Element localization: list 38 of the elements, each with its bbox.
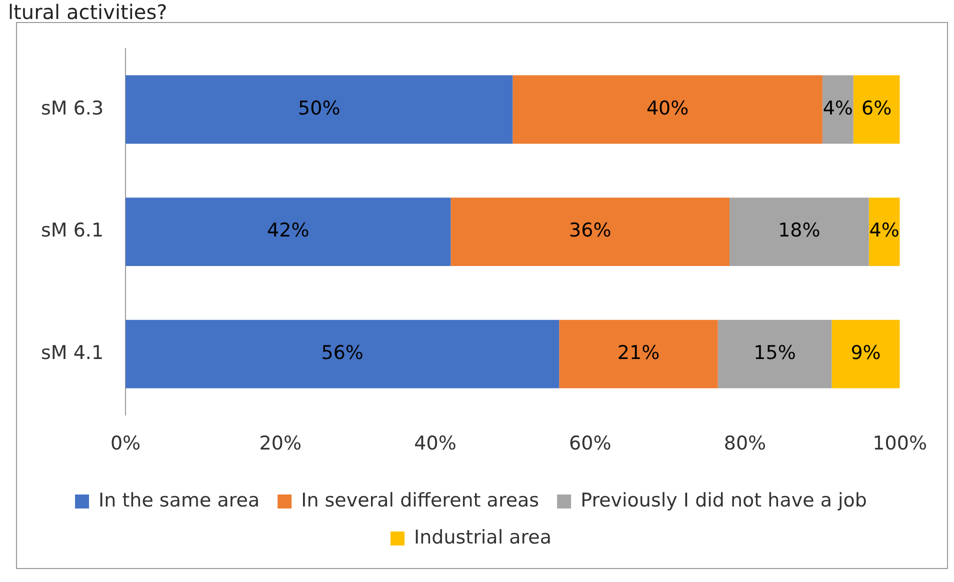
legend-label: Previously I did not have a job <box>580 489 867 512</box>
data-label: 21% <box>617 342 660 364</box>
y-tick-label: sM 6.3 <box>40 97 104 120</box>
chart-title: ltural activities? <box>8 0 168 24</box>
bar <box>832 320 900 388</box>
bar <box>822 75 854 144</box>
bar <box>853 75 900 144</box>
x-tick-label: 0% <box>110 432 141 455</box>
bar <box>718 320 832 388</box>
data-label: 18% <box>778 220 820 242</box>
data-label: 36% <box>569 220 612 242</box>
data-label: 40% <box>646 97 689 120</box>
bar <box>868 198 900 266</box>
y-tick-label: sM 6.1 <box>40 220 104 242</box>
data-label: 4% <box>822 97 853 120</box>
data-label: 6% <box>862 97 892 120</box>
data-label: 42% <box>267 220 310 242</box>
bar <box>559 320 718 388</box>
x-tick-label: 20% <box>259 432 302 455</box>
legend-label: In several different areas <box>301 489 540 512</box>
bar <box>126 75 513 144</box>
bar <box>126 198 451 266</box>
y-tick-label: sM 4.1 <box>40 342 104 364</box>
x-tick-label: 80% <box>724 432 766 455</box>
legend-label: In the same area <box>98 489 260 512</box>
legend-label: Industrial area <box>414 526 552 548</box>
data-label: 50% <box>298 97 340 120</box>
data-label: 15% <box>754 342 796 364</box>
data-label: 56% <box>321 342 364 364</box>
x-tick-label: 100% <box>872 432 928 455</box>
x-tick-label: 60% <box>569 432 612 455</box>
x-tick-label: 40% <box>414 432 456 455</box>
data-label: 9% <box>850 342 881 364</box>
bar <box>126 320 560 388</box>
data-label: 4% <box>869 220 900 242</box>
bar <box>450 198 730 266</box>
bar <box>729 198 869 266</box>
bar <box>512 75 822 144</box>
